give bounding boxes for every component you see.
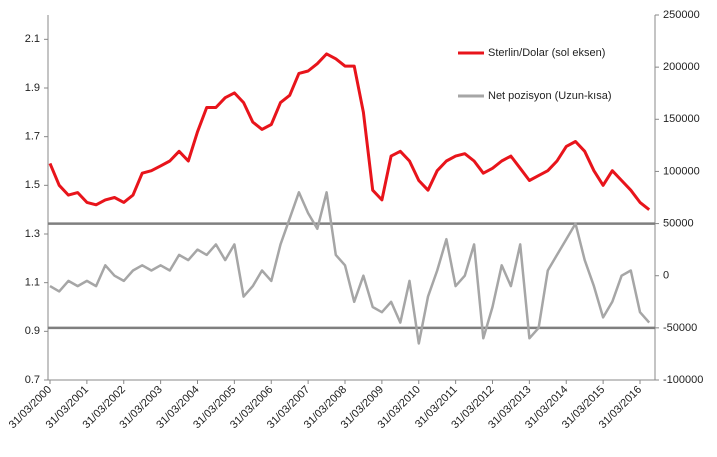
legend-label: Net pozisyon (Uzun-kısa) [488,90,612,102]
y2-tick-label: 200000 [663,61,700,73]
legend-label: Sterlin/Dolar (sol eksen) [488,47,605,59]
y-tick-label: 0.7 [25,374,40,386]
y-tick-label: 0.9 [25,325,40,337]
y2-tick-label: -100000 [663,374,703,386]
y-tick-label: 1.3 [25,228,40,240]
y2-tick-label: 50000 [663,217,694,229]
y2-tick-label: 150000 [663,113,700,125]
y-tick-label: 2.1 [25,33,40,45]
series-line [48,52,651,211]
y2-tick-label: 100000 [663,165,700,177]
y2-tick-label: 0 [663,270,669,282]
y2-tick-label: -50000 [663,322,697,334]
y-tick-label: 1.7 [25,131,40,143]
y-tick-label: 1.9 [25,82,40,94]
y-tick-label: 1.5 [25,179,40,191]
series-line [49,191,651,345]
y-tick-label: 1.1 [25,277,40,289]
y2-tick-label: 250000 [663,9,700,21]
